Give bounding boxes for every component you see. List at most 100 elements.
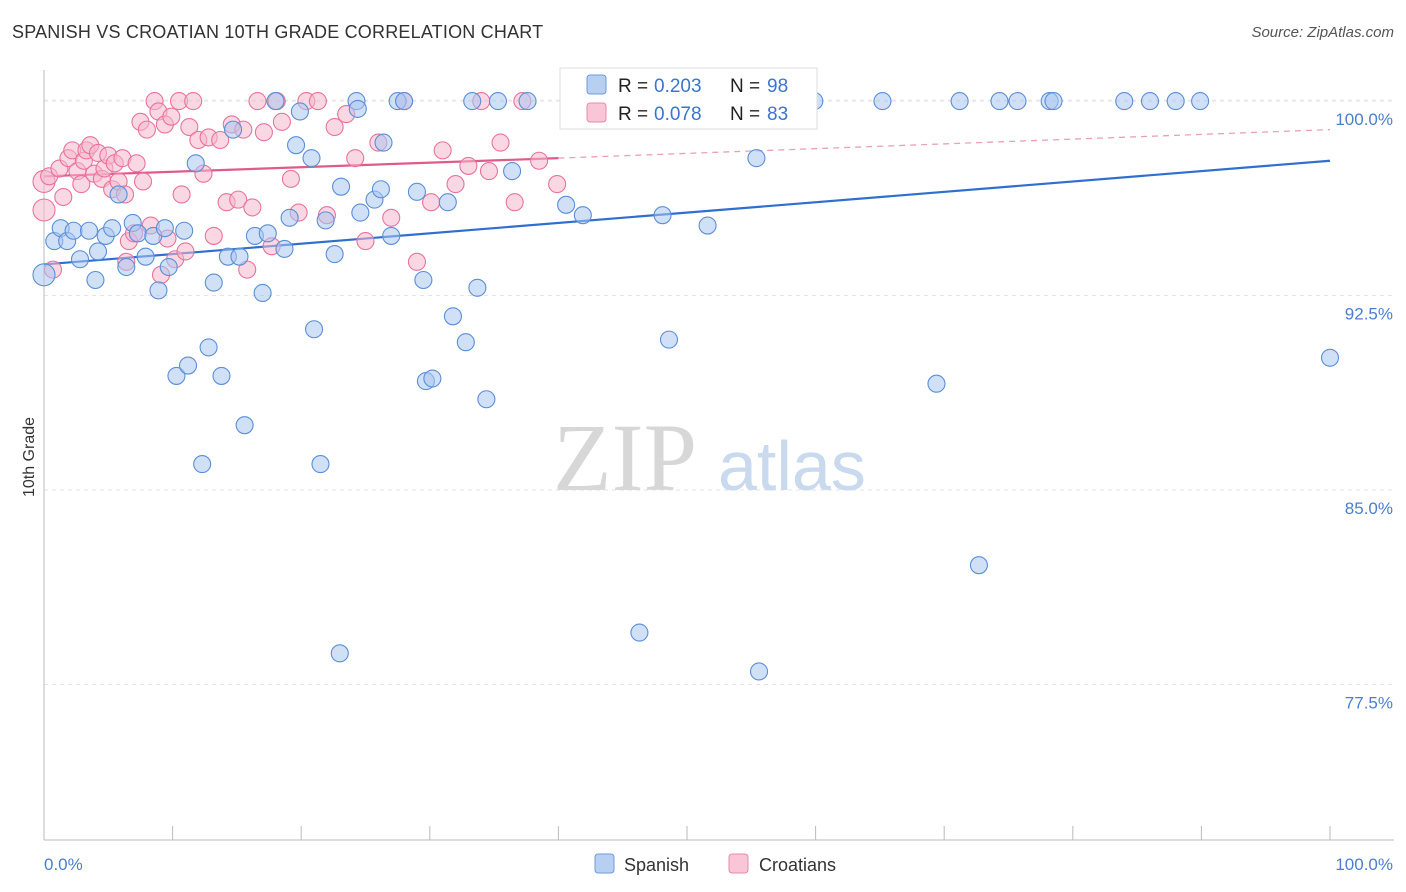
spanish-point [468,278,487,297]
croatians-point [127,154,146,173]
croatians-point [422,193,441,212]
spanish-point [463,92,482,111]
legend-swatch-spanish [586,74,607,95]
spanish-point [423,369,442,388]
spanish-point [1191,92,1210,111]
y-tick-label: 85.0% [1345,499,1393,518]
spanish-point [178,356,198,375]
croatians-point [32,198,56,222]
spanish-points [32,92,1340,681]
croatians-point [211,130,230,150]
croatians-point [459,156,478,175]
legend-swatch-croatians [586,102,607,123]
spanish-point [280,208,299,227]
spanish-trend-line [43,159,1331,266]
croatians-point [479,162,499,181]
spanish-point [167,366,186,385]
legend-r-value-croatians: 0.078 [654,104,702,125]
y-tick-label: 100.0% [1335,110,1393,129]
bottom-legend-swatch-croatians [728,853,749,874]
legend-n-value-croatians: 83 [767,104,788,125]
spanish-point [311,455,330,474]
spanish-point [79,221,99,240]
spanish-point [86,270,105,290]
croatians-point [505,193,524,212]
spanish-point [351,203,370,222]
spanish-point [1166,92,1185,111]
croatians-point [382,208,401,227]
spanish-point [258,224,277,243]
spanish-point [332,177,351,196]
spanish-point [305,320,324,339]
legend-r-label-croatians: R = [618,104,648,125]
series-legend: Spanish Croatians [594,853,836,875]
spanish-point [175,221,194,240]
x-tick-labels: 0.0% 100.0% [44,855,1393,874]
spanish-point [653,206,672,225]
spanish-point [382,226,401,245]
spanish-point [223,120,243,139]
croatians-point [162,107,181,126]
spanish-point [630,623,649,642]
croatians-trend-extension [558,128,1331,159]
y-tick-label: 92.5% [1345,305,1393,324]
spanish-point [348,99,367,118]
croatians-point [204,226,223,245]
spanish-point [253,283,272,303]
spanish-point [275,239,294,258]
spanish-point [698,216,717,235]
chart-title: SPANISH VS CROATIAN 10TH GRADE CORRELATI… [12,22,544,42]
spanish-point [109,185,128,204]
spanish-point [302,149,321,168]
spanish-point [518,92,537,111]
croatians-point [308,92,327,111]
spanish-point [1115,92,1134,111]
spanish-point [199,338,218,357]
croatians-point [248,92,267,111]
croatians-point [407,252,426,271]
croatians-point [325,117,344,137]
spanish-point [747,149,766,168]
bottom-legend-label-spanish: Spanish [624,855,689,875]
legend-r-label-spanish: R = [618,76,648,97]
spanish-point [371,180,390,199]
spanish-point [193,455,212,474]
spanish-point [235,416,254,435]
croatians-point [133,172,153,191]
watermark-atlas: atlas [718,427,866,505]
watermark-zip: ZIP [553,404,697,511]
spanish-point [749,662,769,681]
spanish-point [969,556,988,575]
croatians-point [254,123,273,142]
spanish-point [1008,92,1027,111]
y-tick-label: 77.5% [1345,693,1393,712]
spanish-point [374,133,393,152]
y-tick-labels: 77.5% 85.0% 92.5% 100.0% [1335,110,1393,712]
spanish-point [503,162,522,181]
spanish-point [266,92,285,111]
legend-n-label-spanish: N = [730,76,760,97]
spanish-point [990,92,1009,111]
spanish-point [950,92,969,111]
croatians-point [137,120,156,139]
spanish-point [438,193,457,212]
spanish-point [1044,92,1063,111]
y-axis-label: 10th Grade [21,417,38,497]
axes [43,70,1394,841]
croatians-point [184,92,203,111]
croatians-points [32,92,567,284]
spanish-point [149,281,168,300]
spanish-point [117,257,136,277]
spanish-point [316,211,335,230]
legend-r-value-spanish: 0.203 [654,76,702,97]
croatians-point [180,117,199,137]
spanish-point [70,250,90,269]
croatians-point [548,175,567,194]
spanish-point [443,307,462,326]
spanish-point [204,273,223,292]
croatians-point [433,141,452,160]
x-tick-label-max: 100.0% [1335,855,1393,874]
source-credit: Source: ZipAtlas.com [1251,24,1394,41]
croatians-point [272,112,291,131]
spanish-point [873,92,892,111]
